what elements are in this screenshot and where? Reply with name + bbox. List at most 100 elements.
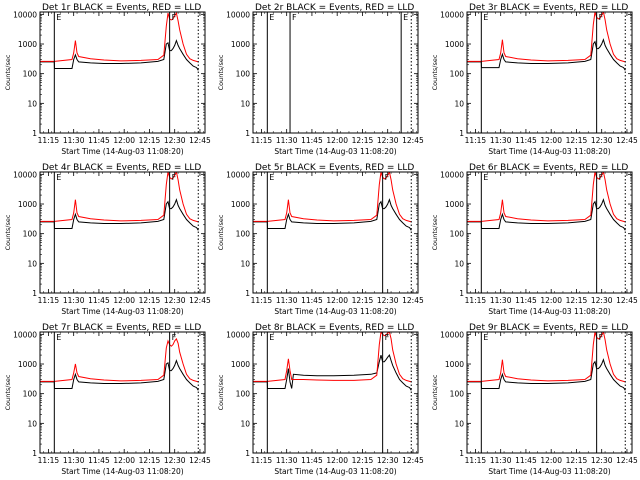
time-marker-label: F — [599, 333, 604, 342]
x-axis-label: Start Time (14-Aug-03 11:08:20) — [61, 307, 183, 316]
series-line-lld — [253, 172, 412, 223]
x-tick-label: 12:15 — [139, 456, 161, 465]
y-tick-label: 1 — [32, 449, 37, 458]
y-tick-label: 100 — [450, 390, 465, 399]
y-tick-label: 10000 — [226, 170, 250, 179]
y-tick-label: 10000 — [226, 330, 250, 339]
x-tick-label: 11:45 — [515, 296, 537, 305]
x-tick-label: 12:30 — [377, 296, 399, 305]
y-tick-label: 100 — [236, 230, 251, 239]
panel-data — [40, 172, 199, 231]
y-tick-label: 1 — [32, 129, 37, 138]
series-line-events — [467, 358, 626, 391]
x-tick-label: 12:15 — [352, 296, 374, 305]
y-tick-label: 1000 — [445, 200, 464, 209]
y-tick-label: 10 — [454, 99, 464, 108]
series-line-events — [40, 39, 199, 71]
y-tick-label: 10 — [27, 259, 37, 268]
x-tick-label: 12:15 — [139, 296, 161, 305]
y-tick-label: 10 — [240, 259, 250, 268]
y-tick-label: 100 — [450, 230, 465, 239]
y-tick-label: 1 — [245, 289, 250, 298]
x-tick-label: 11:45 — [515, 456, 537, 465]
x-tick-label: 12:45 — [402, 456, 424, 465]
panel-data — [467, 12, 626, 71]
y-tick-label: 100 — [236, 70, 251, 79]
x-tick-label: 11:15 — [465, 136, 487, 145]
y-axis-label: Counts/sec — [217, 374, 225, 410]
y-tick-label: 10 — [454, 419, 464, 428]
y-tick-label: 10 — [27, 419, 37, 428]
y-tick-label: 10 — [240, 419, 250, 428]
y-tick-label: 1 — [32, 289, 37, 298]
time-marker-label: E — [56, 13, 61, 22]
x-tick-label: 11:15 — [38, 136, 60, 145]
time-marker-label: E — [483, 333, 488, 342]
panel-title: Det 7r BLACK = Events, RED = LLD — [42, 323, 201, 333]
x-tick-label: 12:00 — [326, 136, 348, 145]
x-tick-label: 12:15 — [139, 136, 161, 145]
x-axis-label: Start Time (14-Aug-03 11:08:20) — [274, 307, 396, 316]
panel-data — [467, 172, 626, 231]
x-tick-label: 11:30 — [63, 136, 85, 145]
x-tick-label: 12:30 — [591, 136, 613, 145]
y-tick-label: 1 — [459, 289, 464, 298]
y-axis-label: Counts/sec — [4, 54, 12, 90]
x-tick-label: 12:00 — [540, 296, 562, 305]
panel-data — [40, 337, 199, 391]
x-tick-label: 11:45 — [301, 136, 323, 145]
time-marker-label: E — [269, 333, 274, 342]
x-tick-label: 12:00 — [326, 456, 348, 465]
series-line-events — [253, 354, 412, 391]
x-tick-label: 11:30 — [490, 296, 512, 305]
x-tick-label: 12:00 — [540, 456, 562, 465]
x-axis-label: Start Time (14-Aug-03 11:08:20) — [61, 467, 183, 476]
x-tick-label: 12:15 — [352, 136, 374, 145]
panel-data — [253, 172, 412, 231]
y-axis-label: Counts/sec — [4, 214, 12, 250]
time-marker-label: F — [172, 173, 177, 182]
x-axis-label: Start Time (14-Aug-03 11:08:20) — [274, 147, 396, 156]
series-line-events — [40, 359, 199, 391]
panel-det-9r: Det 9r BLACK = Events, RED = LLD Counts/s… — [431, 323, 638, 476]
x-axis-label: Start Time (14-Aug-03 11:08:20) — [488, 467, 610, 476]
y-tick-label: 1000 — [445, 360, 464, 369]
y-tick-label: 100 — [450, 70, 465, 79]
series-line-lld — [40, 172, 199, 223]
x-tick-label: 12:30 — [591, 456, 613, 465]
y-tick-label: 1000 — [18, 360, 37, 369]
panel-frame — [39, 331, 206, 454]
x-tick-label: 11:15 — [251, 296, 273, 305]
x-tick-label: 12:00 — [113, 136, 135, 145]
x-tick-label: 12:30 — [164, 296, 186, 305]
series-line-lld — [253, 332, 412, 383]
panel-data — [40, 12, 199, 71]
y-tick-label: 10000 — [226, 10, 250, 19]
time-marker-label: E — [403, 13, 408, 22]
panel-title: Det 8r BLACK = Events, RED = LLD — [255, 323, 414, 333]
y-tick-label: 10000 — [440, 10, 464, 19]
time-marker-label: F — [172, 333, 177, 342]
y-tick-label: 10000 — [440, 170, 464, 179]
x-tick-label: 12:00 — [113, 456, 135, 465]
x-tick-label: 12:45 — [616, 136, 638, 145]
panel-det-8r: Det 8r BLACK = Events, RED = LLD Counts/s… — [217, 323, 424, 476]
x-tick-label: 11:30 — [490, 136, 512, 145]
x-tick-label: 12:45 — [189, 456, 211, 465]
x-tick-label: 12:30 — [377, 136, 399, 145]
y-tick-label: 10 — [240, 99, 250, 108]
time-marker-label: F — [385, 333, 390, 342]
x-tick-label: 11:45 — [301, 456, 323, 465]
series-line-events — [467, 38, 626, 71]
x-tick-label: 12:45 — [402, 136, 424, 145]
y-axis-label: Counts/sec — [431, 374, 439, 410]
panel-det-2r: Det 2r BLACK = Events, RED = LLD Counts/s… — [217, 3, 424, 156]
time-marker-label: E — [56, 333, 61, 342]
x-tick-label: 12:30 — [377, 456, 399, 465]
x-tick-label: 12:15 — [566, 136, 588, 145]
x-tick-label: 12:45 — [402, 296, 424, 305]
y-tick-label: 1 — [245, 449, 250, 458]
x-tick-label: 12:15 — [566, 456, 588, 465]
